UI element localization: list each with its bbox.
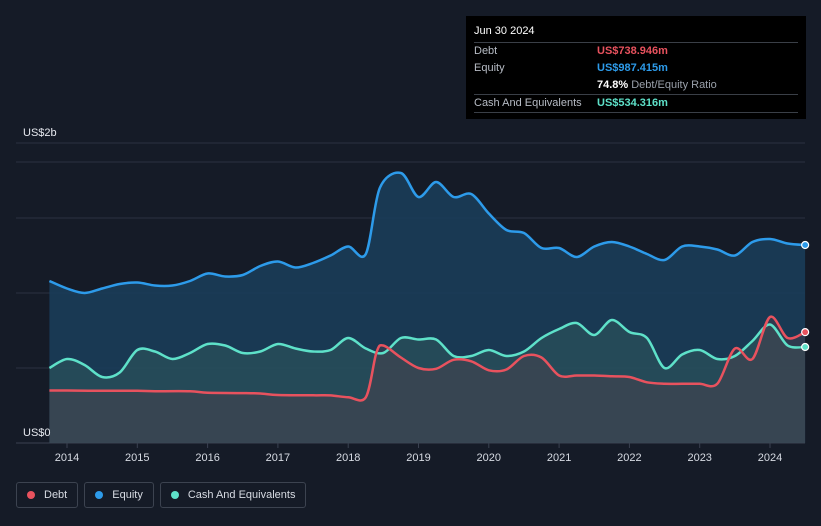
area-cash-and-equivalents — [49, 319, 806, 443]
tooltip-ratio-label: Debt/Equity Ratio — [631, 79, 717, 91]
endpoint-equity — [801, 240, 810, 250]
y-axis-bottom-label: US$0 — [23, 427, 51, 439]
tooltip-debt-label: Debt — [474, 45, 498, 57]
endpoint-cash-and-equivalents — [801, 342, 810, 352]
legend-dot-equity — [95, 491, 104, 499]
tooltip-row-debt: Debt US$738.946m — [474, 42, 798, 60]
legend: Debt Equity Cash And Equivalents — [16, 482, 307, 508]
tooltip-cash-value: US$534.316m — [597, 97, 668, 109]
tooltip-ratio-value: 74.8% — [597, 79, 629, 91]
x-tick-label: 2015 — [125, 452, 149, 464]
tooltip-row-equity: Equity US$987.415m — [474, 60, 798, 77]
x-tick-label: 2018 — [336, 452, 360, 464]
x-tick-label: 2020 — [477, 452, 501, 464]
x-axis-ticks: 2014 2015 2016 2017 2018 2019 2020 2021 2022 2023… — [55, 443, 782, 464]
series-areas — [49, 172, 806, 443]
x-tick-label: 2021 — [547, 452, 571, 464]
endpoint-debt — [801, 328, 810, 337]
tooltip-debt-value: US$738.946m — [597, 45, 668, 57]
tooltip-equity-label: Equity — [474, 62, 505, 74]
tooltip: Jun 30 2024 Debt US$738.946m Equity US$9… — [466, 16, 806, 119]
legend-label-cash: Cash And Equivalents — [187, 489, 296, 501]
x-tick-label: 2014 — [55, 452, 79, 464]
tooltip-equity-value: US$987.415m — [597, 62, 668, 74]
x-tick-label: 2017 — [266, 452, 290, 464]
y-axis-top-label: US$2b — [23, 127, 57, 139]
x-tick-label: 2022 — [617, 452, 641, 464]
legend-item-cash[interactable]: Cash And Equivalents — [159, 482, 307, 508]
series-lines — [48, 171, 806, 402]
legend-label-debt: Debt — [44, 489, 68, 501]
legend-item-equity[interactable]: Equity — [84, 482, 154, 508]
x-tick-label: 2016 — [195, 452, 219, 464]
x-tick-label: 2019 — [406, 452, 430, 464]
x-tick-label: 2023 — [687, 452, 711, 464]
legend-item-debt[interactable]: Debt — [16, 482, 79, 508]
tooltip-date: Jun 30 2024 — [474, 25, 535, 37]
legend-label-equity: Equity — [112, 489, 143, 501]
tooltip-ratio-spacer — [474, 77, 597, 94]
legend-dot-cash — [170, 491, 179, 499]
line-debt — [49, 315, 806, 402]
x-tick-label: 2024 — [758, 452, 782, 464]
series-endpoints — [801, 240, 810, 352]
line-equity — [48, 171, 806, 295]
tooltip-row-ratio: 74.8% Debt/Equity Ratio — [474, 77, 798, 94]
tooltip-cash-label: Cash And Equivalents — [474, 97, 582, 109]
tooltip-row-cash: Cash And Equivalents US$534.316m — [474, 94, 798, 112]
area-debt — [49, 316, 806, 443]
tooltip-bottom-rule — [474, 112, 798, 130]
legend-dot-debt — [27, 491, 35, 499]
line-cash-and-equivalents — [48, 318, 806, 379]
